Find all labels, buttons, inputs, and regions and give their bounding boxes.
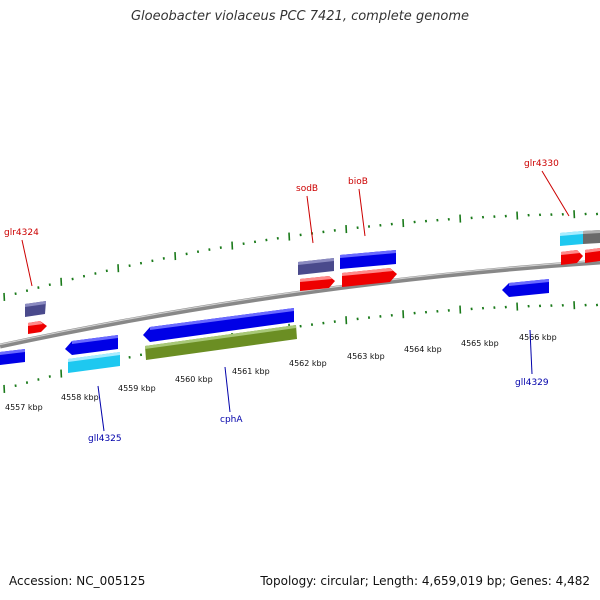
feature-cphA-olive[interactable] xyxy=(145,325,297,360)
minus-strand-features xyxy=(0,279,549,373)
plus-strand-features xyxy=(25,230,600,334)
tick-row-upper xyxy=(3,210,599,301)
leader-bioB xyxy=(358,188,366,237)
tick-label-4562: 4562 kbp xyxy=(289,359,327,368)
label-bioB[interactable]: bioB xyxy=(348,177,368,187)
gene-labels: glr4324 sodB bioB glr4330 gll4325 cphA g… xyxy=(4,159,570,444)
label-gll4329[interactable]: gll4329 xyxy=(515,378,549,388)
label-glr4324[interactable]: glr4324 xyxy=(4,228,39,238)
label-gll4325[interactable]: gll4325 xyxy=(88,434,122,444)
topology-text: Topology: circular; Length: 4,659,019 bp… xyxy=(260,574,590,588)
accession-text: Accession: NC_005125 xyxy=(9,574,146,588)
label-glr4330[interactable]: glr4330 xyxy=(524,159,559,169)
leader-sodB xyxy=(306,195,314,244)
leader-cphA xyxy=(224,366,231,413)
leader-gll4325 xyxy=(97,385,105,432)
tick-label-4561: 4561 kbp xyxy=(232,367,270,376)
leader-glr4324 xyxy=(21,239,33,287)
tick-label-4557: 4557 kbp xyxy=(5,403,43,412)
feature-cphA-blue[interactable] xyxy=(143,308,294,342)
coordinate-labels: 4557 kbp 4558 kbp 4559 kbp 4560 kbp 4561… xyxy=(5,333,557,412)
tick-label-4565: 4565 kbp xyxy=(461,339,499,348)
label-sodB[interactable]: sodB xyxy=(296,184,318,194)
tick-label-4559: 4559 kbp xyxy=(118,384,156,393)
tick-label-4563: 4563 kbp xyxy=(347,352,385,361)
feature-gll4325-blue[interactable] xyxy=(65,335,118,355)
genome-backbone xyxy=(0,259,600,349)
diagram-title: Gloeobacter violaceus PCC 7421, complete… xyxy=(130,9,470,24)
tick-label-4566: 4566 kbp xyxy=(519,333,557,342)
tick-label-4558: 4558 kbp xyxy=(61,393,99,402)
label-cphA[interactable]: cphA xyxy=(220,415,243,425)
tick-label-4564: 4564 kbp xyxy=(404,345,442,354)
leader-gll4329 xyxy=(529,329,533,375)
leader-glr4330 xyxy=(541,170,570,217)
tick-label-4560: 4560 kbp xyxy=(175,375,213,384)
